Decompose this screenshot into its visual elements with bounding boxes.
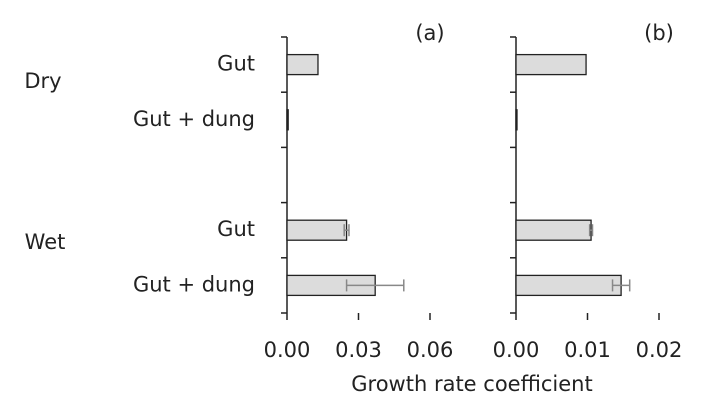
error-bar (611, 279, 631, 292)
panel-label: (a) (415, 21, 444, 45)
bar (515, 274, 622, 297)
bar (286, 219, 348, 241)
panel-label: (b) (644, 21, 674, 45)
error-bar (343, 224, 350, 237)
group-label: Wet (25, 230, 66, 254)
y-tick-label: Gut (217, 217, 255, 241)
bar (515, 109, 518, 131)
error-bar (588, 224, 594, 237)
x-tick-label: 0.00 (264, 338, 311, 362)
y-tick-label: Gut + dung (133, 272, 255, 296)
x-axis-label: Growth rate coefficient (351, 372, 592, 396)
x-tick-label: 0.03 (335, 338, 382, 362)
y-tick-label: Gut (217, 52, 255, 76)
x-tick-label: 0.00 (493, 338, 540, 362)
y-tick-label: Gut + dung (133, 107, 255, 131)
bar (286, 53, 319, 76)
x-tick-label: 0.01 (564, 338, 611, 362)
bar (286, 109, 289, 131)
group-label: Dry (24, 69, 61, 93)
x-tick-label: 0.02 (636, 338, 683, 362)
bar (515, 219, 592, 241)
error-bar (345, 279, 405, 292)
x-tick-label: 0.06 (407, 338, 454, 362)
bar (515, 53, 587, 76)
